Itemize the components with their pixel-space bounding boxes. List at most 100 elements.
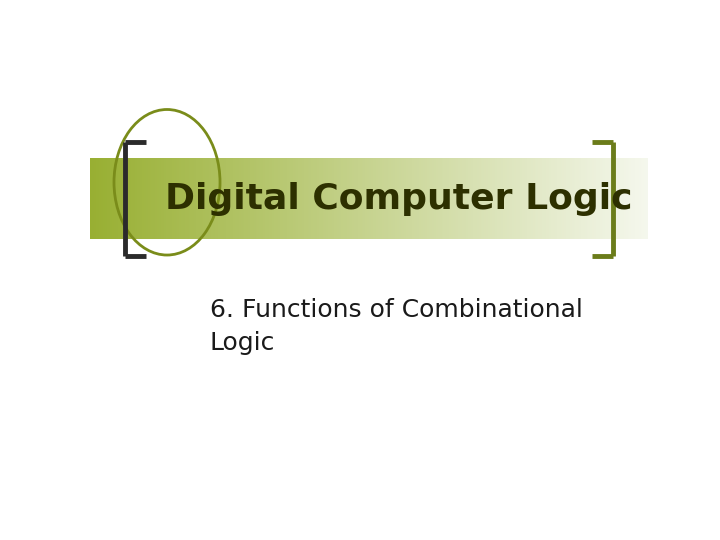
Bar [155, 158, 158, 239]
Bar [428, 158, 431, 239]
Bar [124, 158, 127, 239]
Bar [521, 158, 524, 239]
Bar [378, 158, 382, 239]
Bar [514, 158, 517, 239]
Bar [486, 158, 489, 239]
Bar [490, 158, 493, 239]
Bar [564, 158, 567, 239]
Bar [495, 158, 498, 239]
Bar [103, 158, 106, 239]
Bar [441, 158, 444, 239]
Bar [408, 158, 411, 239]
Bar [547, 158, 551, 239]
Bar [243, 158, 246, 239]
Bar [436, 158, 439, 239]
Bar [419, 158, 422, 239]
Bar [294, 158, 297, 239]
Bar [122, 158, 125, 239]
Bar [579, 158, 582, 239]
Bar [410, 158, 413, 239]
Bar [276, 158, 279, 239]
Bar [459, 158, 462, 239]
Bar [590, 158, 593, 239]
Bar [527, 158, 530, 239]
Bar [125, 158, 128, 239]
Bar [482, 158, 485, 239]
Bar [606, 158, 608, 239]
Bar [274, 158, 277, 239]
Bar [552, 158, 554, 239]
Bar [186, 158, 189, 239]
Bar [192, 158, 195, 239]
Bar [392, 158, 395, 239]
Bar [440, 158, 443, 239]
Bar [575, 158, 578, 239]
Bar [361, 158, 364, 239]
Bar [572, 158, 575, 239]
Bar [92, 158, 95, 239]
Bar [137, 158, 140, 239]
Bar [503, 158, 506, 239]
Bar [358, 158, 361, 239]
Bar [218, 158, 221, 239]
Bar [562, 158, 565, 239]
Bar [510, 158, 513, 239]
Bar [352, 158, 355, 239]
Bar [129, 158, 132, 239]
Bar [207, 158, 210, 239]
Bar [222, 158, 225, 239]
Text: 6. Functions of Combinational
Logic: 6. Functions of Combinational Logic [210, 298, 583, 355]
Bar [423, 158, 426, 239]
Bar [601, 158, 605, 239]
Bar [166, 158, 169, 239]
Bar [466, 158, 469, 239]
Bar [246, 158, 249, 239]
Bar [418, 158, 420, 239]
Bar [304, 158, 307, 239]
Bar [384, 158, 387, 239]
Bar [615, 158, 618, 239]
Bar [265, 158, 268, 239]
Bar [574, 158, 577, 239]
Bar [546, 158, 549, 239]
Bar [256, 158, 258, 239]
Bar [116, 158, 119, 239]
Bar [624, 158, 627, 239]
Bar [282, 158, 284, 239]
Bar [196, 158, 199, 239]
Bar [445, 158, 449, 239]
Bar [90, 158, 93, 239]
Bar [406, 158, 409, 239]
Bar [536, 158, 539, 239]
Bar [330, 158, 333, 239]
Bar [144, 158, 147, 239]
Bar [393, 158, 396, 239]
Bar [343, 158, 346, 239]
Bar [499, 158, 502, 239]
Bar [390, 158, 392, 239]
Bar [611, 158, 613, 239]
Bar [559, 158, 562, 239]
Bar [598, 158, 600, 239]
Bar [204, 158, 207, 239]
Bar [112, 158, 115, 239]
Bar [233, 158, 236, 239]
Bar [176, 158, 179, 239]
Bar [320, 158, 323, 239]
Bar [105, 158, 108, 239]
Bar [618, 158, 621, 239]
Bar [300, 158, 303, 239]
Bar [163, 158, 166, 239]
Bar [338, 158, 341, 239]
Bar [248, 158, 251, 239]
Bar [447, 158, 450, 239]
Bar [120, 158, 122, 239]
Bar [315, 158, 318, 239]
Bar [228, 158, 230, 239]
Bar [529, 158, 532, 239]
Bar [298, 158, 301, 239]
Bar [613, 158, 616, 239]
Bar [226, 158, 229, 239]
Bar [568, 158, 571, 239]
Bar [252, 158, 255, 239]
